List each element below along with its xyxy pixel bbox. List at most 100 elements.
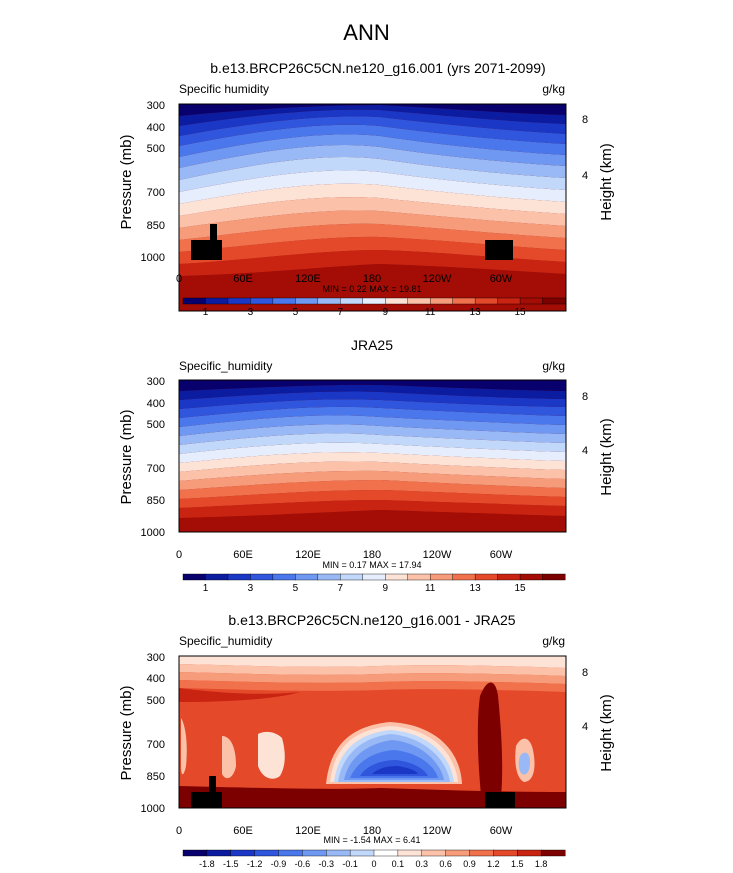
contour-band <box>179 210 566 240</box>
x-tick-label: 60W <box>490 825 513 837</box>
y-tick-label: 700 <box>147 187 165 199</box>
colorbar-swatch <box>349 849 375 857</box>
y-tick-label: 400 <box>147 122 165 134</box>
colorbar-swatch <box>385 297 409 305</box>
contour-band <box>179 452 566 472</box>
contour-band <box>179 442 566 463</box>
x-tick-label: 60W <box>490 549 513 561</box>
y-tick-label: 850 <box>147 220 165 232</box>
colorbar-swatch <box>182 297 206 305</box>
colorbar-swatch <box>469 849 494 857</box>
colorbar-label: 15 <box>514 307 526 316</box>
x-tick-label: 0 <box>176 825 182 837</box>
contour-band <box>179 104 566 116</box>
contour-band <box>179 380 566 391</box>
chart-obs: JRA25 Specific_humidity g/kg 300 400 500… <box>118 337 615 594</box>
topography-mask <box>209 776 216 792</box>
colorbar-swatch <box>250 573 274 581</box>
contour-band <box>179 433 566 454</box>
colorbar-label: 11 <box>425 583 436 592</box>
colorbar-swatch <box>254 849 280 857</box>
panel-obs: JRA25 Specific_humidity g/kg 300 400 500… <box>0 330 733 594</box>
colorbar-swatch <box>385 573 409 581</box>
colorbar-label: 0.1 <box>392 859 405 868</box>
x-axis: 0 60E 120E 180 120W 60W <box>176 273 513 285</box>
colorbar-label: 0.9 <box>463 859 476 868</box>
x-tick-label: 120E <box>295 549 321 561</box>
contour-band <box>258 731 285 779</box>
y-axis-right: 8 4 Height (km) <box>582 114 615 221</box>
colorbar: 1 3 5 7 9 11 13 15 <box>182 297 566 318</box>
colorbar-swatch <box>445 849 471 857</box>
y-tick-label: 1000 <box>141 803 165 815</box>
contour-band <box>179 236 566 264</box>
colorbar-label: -0.1 <box>342 859 358 868</box>
y-right-tick-label: 4 <box>582 170 588 182</box>
colorbar-swatch <box>373 849 399 857</box>
colorbar-swatch <box>230 849 256 857</box>
field-label: Specific_humidity <box>179 634 272 648</box>
colorbar-swatch <box>474 297 499 305</box>
y-right-axis-title: Height (km) <box>598 694 615 772</box>
colorbar-swatch <box>429 573 454 581</box>
colorbar-label: 3 <box>248 583 254 592</box>
contour-band <box>179 134 566 168</box>
colorbar-swatch <box>540 849 566 857</box>
contour-band <box>179 183 566 216</box>
y-axis-right: 8 4 Height (km) <box>582 667 615 772</box>
x-tick-label: 60E <box>233 549 253 561</box>
x-tick-label: 60E <box>233 825 253 837</box>
contour-band <box>179 406 566 427</box>
topography-mask <box>191 240 222 260</box>
colorbar-swatch <box>182 573 206 581</box>
colorbar-swatch <box>250 297 274 305</box>
contour-band <box>179 490 566 508</box>
contour-band <box>179 510 566 532</box>
colorbar-label: -1.8 <box>199 859 215 868</box>
contour-band <box>179 415 566 436</box>
contour-band <box>179 500 566 518</box>
colorbar-label: 7 <box>338 583 344 592</box>
contour-band <box>179 384 566 400</box>
y-tick-label: 500 <box>147 695 165 707</box>
contour-band <box>179 470 566 490</box>
y-tick-label: 300 <box>147 376 165 388</box>
y-axis-title: Pressure (mb) <box>118 409 135 504</box>
colorbar-swatch <box>272 297 296 305</box>
colorbar-swatch <box>542 297 566 305</box>
contour-band <box>179 664 566 676</box>
min-max-stats: MIN = -1.54 MAX = 6.41 <box>323 835 420 845</box>
colorbar-label: 5 <box>293 307 299 316</box>
colorbar-label: 13 <box>470 583 482 592</box>
colorbar-label: 5 <box>293 583 299 592</box>
colorbar-swatch <box>519 573 544 581</box>
topography-mask <box>485 792 515 808</box>
colorbar-label: 11 <box>425 307 436 316</box>
topography-mask <box>191 792 222 808</box>
colorbar-swatch <box>407 297 431 305</box>
contour-band <box>179 680 566 692</box>
colorbar-swatch <box>407 573 431 581</box>
colorbar-label: 1.5 <box>511 859 524 868</box>
x-tick-label: 0 <box>176 549 182 561</box>
colorbar-label: 0.6 <box>439 859 452 868</box>
colorbar-label: 7 <box>338 307 344 316</box>
y-right-axis-title: Height (km) <box>598 418 615 496</box>
panel-difference: b.e13.BRCP26C5CN.ne120_g16.001 - JRA25 S… <box>0 606 733 869</box>
contour-band <box>179 170 566 204</box>
colorbar-swatch <box>362 573 386 581</box>
y-axis-left: 300 400 500 700 850 1000 Pressure (mb) <box>118 100 165 264</box>
y-axis-title: Pressure (mb) <box>118 134 135 229</box>
x-tick-label: 120E <box>295 825 321 837</box>
units-label: g/kg <box>542 82 565 96</box>
y-tick-label: 300 <box>147 100 165 112</box>
colorbar-swatch <box>517 849 542 857</box>
colorbar-label: -0.9 <box>271 859 287 868</box>
y-tick-label: 1000 <box>141 252 165 264</box>
chart-model: b.e13.BRCP26C5CN.ne120_g16.001 (yrs 2071… <box>118 60 615 318</box>
plot-frame <box>178 655 567 809</box>
y-right-tick-label: 4 <box>582 721 588 733</box>
x-tick-label: 120W <box>423 549 452 561</box>
colorbar-label: 0.3 <box>415 859 428 868</box>
contour-band <box>179 109 566 136</box>
